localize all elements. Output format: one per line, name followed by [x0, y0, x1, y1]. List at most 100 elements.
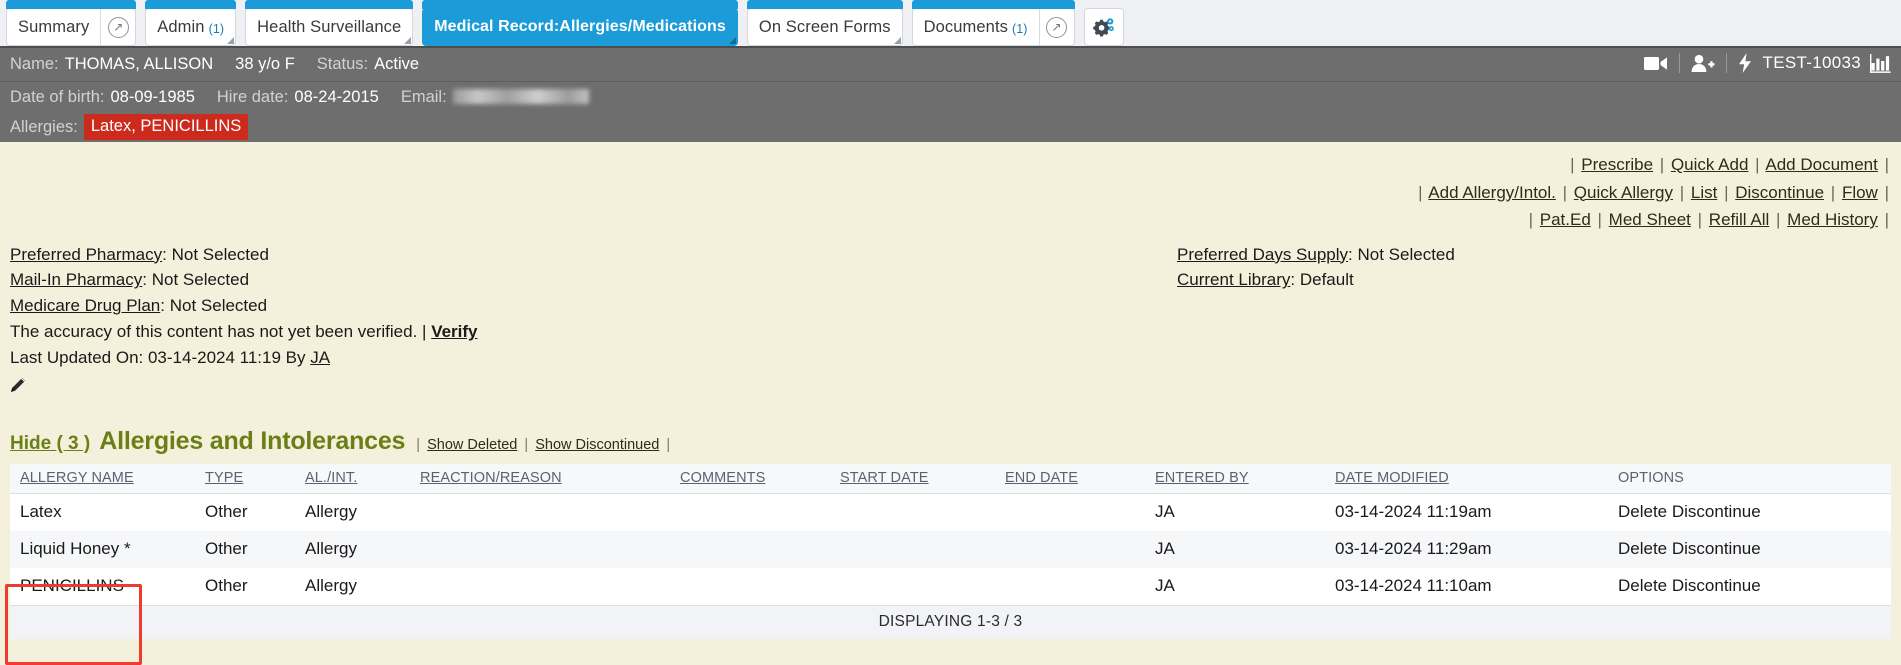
column-header-entered-by[interactable]: ENTERED BY: [1155, 463, 1335, 494]
link-separator: |: [1884, 155, 1889, 174]
discontinue-link[interactable]: Discontinue: [1671, 538, 1761, 558]
tab-admin[interactable]: Admin (1): [145, 0, 237, 46]
tab-documents-popout-button[interactable]: [1038, 9, 1074, 45]
tab-medical-record-allergies-medications[interactable]: Medical Record:Allergies/Medications: [422, 0, 738, 46]
cell-options: Delete Discontinue: [1618, 568, 1891, 605]
column-header-options: OPTIONS: [1618, 463, 1891, 494]
action-links-row-3: | Pat.Ed | Med Sheet | Refill All | Med …: [10, 206, 1891, 234]
last-updated-row: Last Updated On: 03-14-2024 11:19 By JA: [10, 345, 478, 371]
mail-in-pharmacy-label[interactable]: Mail-In Pharmacy: [10, 270, 143, 290]
discontinue-link[interactable]: Discontinue: [1671, 575, 1761, 595]
mail-in-pharmacy-row: Mail-In Pharmacy: Not Selected: [10, 267, 478, 293]
delete-link[interactable]: Delete: [1618, 501, 1668, 521]
column-header-al-int[interactable]: AL./INT.: [305, 463, 420, 494]
add-person-button[interactable]: [1691, 54, 1715, 73]
quick-actions-button[interactable]: [1738, 53, 1752, 73]
cell-date-modified: 03-14-2024 11:29am: [1335, 530, 1618, 568]
hide-section-toggle[interactable]: Hide ( 3 ): [10, 432, 91, 454]
column-header-date-modified[interactable]: DATE MODIFIED: [1335, 463, 1618, 494]
tab-summary[interactable]: Summary: [6, 0, 137, 46]
cell-end-date: [1005, 493, 1155, 531]
popout-arrow-icon: [1046, 16, 1068, 38]
last-updated-text: Last Updated On: 03-14-2024 11:19 By: [10, 347, 306, 367]
link-separator: |: [524, 436, 529, 453]
cell-options: Delete Discontinue: [1618, 530, 1891, 568]
link-med-history[interactable]: Med History: [1787, 210, 1878, 230]
link-pat-ed[interactable]: Pat.Ed: [1539, 210, 1591, 230]
link-flow[interactable]: Flow: [1841, 182, 1878, 202]
patient-header-row-allergies: Allergies: Latex, PENICILLINS: [0, 112, 1901, 142]
column-header-date-modified-label: DATE MODIFIED: [1335, 469, 1449, 486]
cell-reaction-reason: [420, 493, 680, 531]
tab-on-screen-forms[interactable]: On Screen Forms: [746, 0, 903, 46]
tab-documents-text: Documents: [923, 17, 1008, 36]
link-list[interactable]: List: [1690, 182, 1718, 202]
tab-summary-label: Summary: [18, 17, 90, 36]
link-refill-all[interactable]: Refill All: [1708, 210, 1770, 230]
cell-al-int: Allergy: [305, 575, 357, 595]
pharmacy-info-panel: Preferred Pharmacy: Not Selected Mail-In…: [0, 234, 1901, 401]
cell-al-int: Allergy: [305, 501, 357, 521]
link-add-allergy-intol[interactable]: Add Allergy/Intol.: [1428, 182, 1556, 202]
verify-link[interactable]: Verify: [431, 322, 478, 342]
discontinue-link[interactable]: Discontinue: [1671, 501, 1761, 521]
patient-status-value: Active: [374, 55, 420, 73]
link-quick-add[interactable]: Quick Add: [1670, 155, 1749, 174]
patient-age-sex: 38 y/o F: [235, 55, 295, 73]
delete-link[interactable]: Delete: [1618, 538, 1668, 558]
video-camera-button[interactable]: [1643, 55, 1668, 72]
colon: :: [162, 244, 167, 264]
current-library-label[interactable]: Current Library: [1177, 270, 1291, 290]
tab-health-surveillance[interactable]: Health Surveillance: [245, 0, 414, 46]
link-separator: |: [1830, 182, 1836, 202]
preferred-days-supply-value: Not Selected: [1357, 244, 1455, 264]
cell-start-date: [840, 530, 1005, 568]
tab-admin-label: Admin (1): [146, 9, 235, 45]
column-header-comments[interactable]: COMMENTS: [680, 463, 840, 494]
table-row[interactable]: Liquid Honey * Other Allergy JA 03-14-20…: [10, 530, 1891, 568]
cell-start-date: [840, 493, 1005, 531]
column-header-end-date-label: END DATE: [1005, 469, 1079, 486]
tab-documents[interactable]: Documents (1): [911, 0, 1075, 46]
table-row[interactable]: PENICILLINS Other Allergy JA 03-14-2024 …: [10, 568, 1891, 605]
patient-name-value: THOMAS, ALLISON: [64, 55, 214, 73]
table-row[interactable]: Latex Other Allergy JA 03-14-2024 11:19a…: [10, 493, 1891, 531]
settings-button[interactable]: [1083, 8, 1124, 46]
show-discontinued-link[interactable]: Show Discontinued: [535, 436, 660, 453]
tab-bar: Summary Admin(1) Health Surveillance Med…: [0, 0, 1901, 48]
cell-allergy-name: PENICILLINS: [20, 575, 124, 595]
preferred-pharmacy-label[interactable]: Preferred Pharmacy: [10, 244, 163, 264]
medicare-drug-plan-label[interactable]: Medicare Drug Plan: [10, 296, 161, 316]
column-header-allergy-name-label: ALLERGY NAME: [20, 469, 134, 486]
icon-divider: [1725, 53, 1727, 73]
reports-chart-button[interactable]: [1870, 53, 1891, 73]
edit-pharmacy-info-button[interactable]: [10, 375, 478, 401]
column-header-type[interactable]: TYPE: [205, 463, 305, 494]
column-header-reaction-reason[interactable]: REACTION/REASON: [420, 463, 680, 494]
column-header-end-date[interactable]: END DATE: [1005, 463, 1155, 494]
allergies-table-body: Latex Other Allergy JA 03-14-2024 11:19a…: [10, 493, 1891, 605]
tab-admin-count: (1): [208, 22, 225, 36]
column-header-allergy-name[interactable]: ALLERGY NAME: [10, 463, 205, 494]
tab-summary-popout-button[interactable]: [100, 9, 135, 45]
allergies-section: Hide ( 3 ) Allergies and Intolerances | …: [0, 427, 1901, 639]
link-med-sheet[interactable]: Med Sheet: [1608, 210, 1691, 230]
link-discontinue[interactable]: Discontinue: [1735, 182, 1825, 202]
colon: :: [1290, 270, 1296, 290]
current-library-row: Current Library: Default: [1177, 267, 1455, 293]
delete-link[interactable]: Delete: [1618, 575, 1668, 595]
link-separator: |: [422, 322, 427, 342]
link-separator: |: [1570, 155, 1575, 174]
link-quick-allergy[interactable]: Quick Allergy: [1573, 182, 1673, 202]
preferred-days-supply-label[interactable]: Preferred Days Supply: [1177, 244, 1349, 264]
column-header-start-date[interactable]: START DATE: [840, 463, 1005, 494]
tab-corner-fold-icon: [893, 37, 901, 44]
cell-comments: [680, 530, 840, 568]
link-add-document[interactable]: Add Document: [1765, 155, 1878, 174]
link-separator: |: [666, 436, 671, 453]
show-deleted-link[interactable]: Show Deleted: [427, 436, 518, 453]
mail-in-pharmacy-value: Not Selected: [151, 270, 250, 290]
last-updated-by[interactable]: JA: [310, 347, 331, 367]
link-prescribe[interactable]: Prescribe: [1581, 155, 1654, 174]
gear-icon: [1092, 17, 1114, 37]
